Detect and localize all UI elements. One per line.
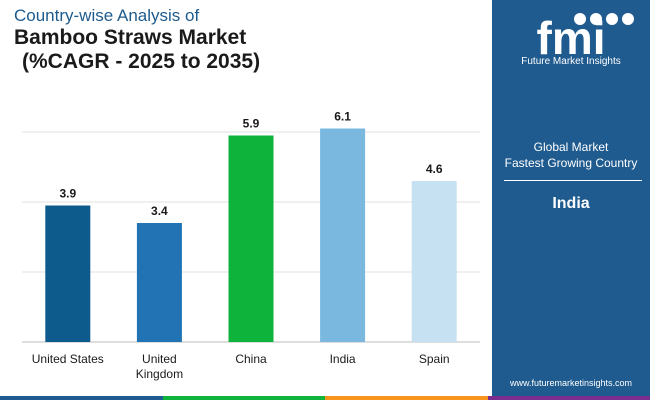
title-line-3: (%CAGR - 2025 to 2035) [22, 50, 261, 73]
website-url: www.futuremarketinsights.com [509, 378, 633, 388]
bar [411, 181, 457, 342]
panel-divider [504, 180, 642, 181]
x-tick-label: China [235, 352, 267, 366]
bottom-bar-segment [162, 396, 325, 400]
x-tick-label: United [142, 352, 177, 366]
bottom-bar-segment [325, 396, 488, 400]
bottom-bar-segment [0, 396, 163, 400]
panel-label-global-market: Global Market [533, 140, 609, 154]
x-tick-label: Spain [419, 352, 450, 366]
title-line-1: Country-wise Analysis of [14, 6, 200, 25]
data-label: 3.4 [151, 204, 168, 218]
data-label: 4.6 [426, 162, 443, 176]
x-tick-label: United States [32, 352, 104, 366]
fastest-growing-country: India [552, 195, 590, 212]
bar [228, 135, 274, 342]
chart-title: Country-wise Analysis of Bamboo Straws M… [10, 6, 480, 74]
data-label: 3.9 [59, 187, 76, 201]
title-line-2: Bamboo Straws Market [14, 26, 247, 49]
panel-label-fastest-growing: Fastest Growing Country [504, 156, 638, 170]
summary-panel: fmi Future Market Insights Global Market… [492, 0, 650, 400]
brand-name: Future Market Insights [521, 56, 621, 67]
bar [136, 223, 182, 342]
bottom-color-bar [0, 396, 650, 400]
fmi-logo-icon: fmi [537, 12, 634, 64]
bar [45, 205, 91, 342]
data-label: 6.1 [334, 110, 351, 124]
x-tick-label: Kingdom [136, 367, 183, 381]
bar [320, 128, 366, 342]
bottom-bar-segment [487, 396, 650, 400]
data-label: 5.9 [243, 117, 260, 131]
x-tick-label: India [330, 352, 356, 366]
